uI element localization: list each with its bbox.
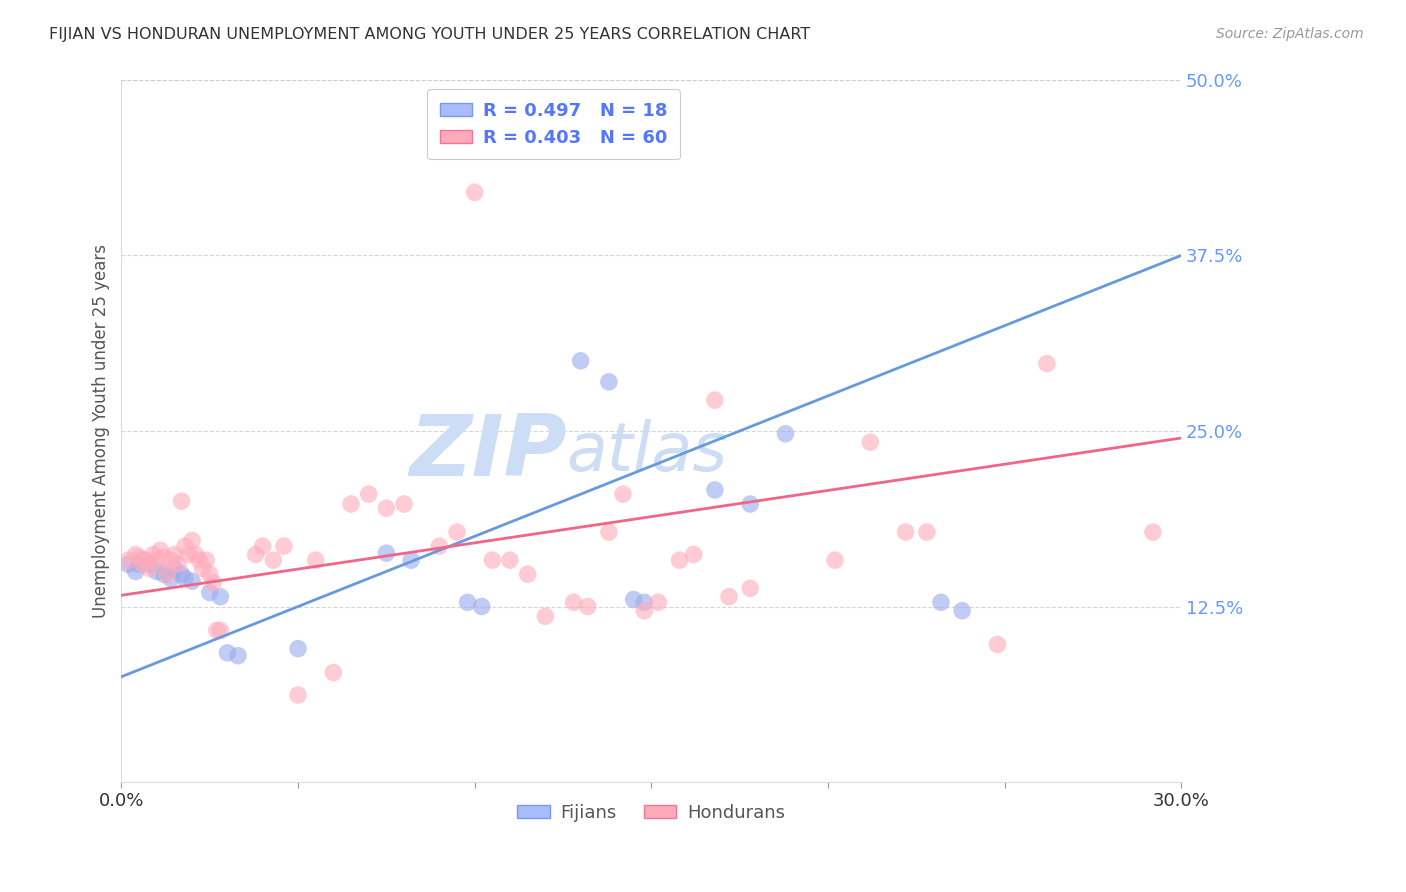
Point: [167, 558, 190, 572]
Point: [209, 590, 232, 604]
Text: Source: ZipAtlas.com: Source: ZipAtlas.com: [1216, 27, 1364, 41]
Point: [128, 550, 150, 565]
Point: [131, 558, 153, 572]
Point: [174, 539, 197, 553]
Text: atlas: atlas: [567, 419, 728, 485]
Point: [160, 571, 183, 585]
Point: [170, 494, 193, 508]
Point: [226, 648, 249, 663]
Point: [205, 624, 228, 638]
Point: [499, 553, 522, 567]
Point: [262, 553, 284, 567]
Point: [117, 558, 139, 572]
Point: [375, 501, 398, 516]
Point: [950, 604, 973, 618]
Point: [124, 565, 146, 579]
Point: [427, 539, 450, 553]
Point: [156, 567, 179, 582]
Point: [1142, 525, 1164, 540]
Point: [534, 609, 557, 624]
Text: FIJIAN VS HONDURAN UNEMPLOYMENT AMONG YOUTH UNDER 25 YEARS CORRELATION CHART: FIJIAN VS HONDURAN UNEMPLOYMENT AMONG YO…: [49, 27, 810, 42]
Point: [392, 497, 415, 511]
Point: [894, 525, 917, 540]
Point: [576, 599, 599, 614]
Point: [471, 599, 494, 614]
Point: [252, 539, 274, 553]
Point: [163, 561, 186, 575]
Point: [217, 646, 239, 660]
Point: [740, 581, 762, 595]
Point: [124, 548, 146, 562]
Point: [305, 553, 328, 567]
Point: [775, 426, 797, 441]
Point: [633, 595, 655, 609]
Point: [174, 571, 197, 585]
Point: [633, 604, 655, 618]
Point: [703, 393, 725, 408]
Point: [399, 553, 422, 567]
Point: [195, 553, 218, 567]
Point: [668, 553, 690, 567]
Point: [569, 353, 592, 368]
Point: [170, 567, 193, 582]
Point: [612, 487, 634, 501]
Point: [153, 550, 176, 565]
Point: [464, 186, 486, 200]
Point: [145, 553, 167, 567]
Point: [986, 637, 1008, 651]
Point: [516, 567, 538, 582]
Point: [198, 585, 221, 599]
Point: [135, 553, 157, 567]
Point: [198, 567, 221, 582]
Point: [717, 590, 740, 604]
Point: [209, 624, 232, 638]
Point: [598, 375, 620, 389]
Point: [322, 665, 344, 680]
Point: [142, 548, 165, 562]
Point: [647, 595, 669, 609]
Point: [340, 497, 363, 511]
Point: [287, 688, 309, 702]
Point: [915, 525, 938, 540]
Point: [163, 548, 186, 562]
Point: [128, 558, 150, 572]
Point: [188, 553, 211, 567]
Point: [682, 548, 704, 562]
Point: [177, 548, 200, 562]
Point: [481, 553, 503, 567]
Point: [160, 553, 183, 567]
Point: [181, 574, 204, 589]
Point: [245, 548, 267, 562]
Point: [287, 641, 309, 656]
Point: [357, 487, 380, 501]
Point: [149, 543, 172, 558]
Point: [929, 595, 952, 609]
Text: ZIP: ZIP: [409, 410, 567, 493]
Point: [184, 548, 207, 562]
Point: [131, 553, 153, 567]
Point: [623, 592, 645, 607]
Point: [598, 525, 620, 540]
Legend: Fijians, Hondurans: Fijians, Hondurans: [510, 797, 793, 830]
Point: [703, 483, 725, 497]
Point: [202, 575, 225, 590]
Point: [740, 497, 762, 511]
Point: [117, 553, 139, 567]
Point: [191, 561, 214, 575]
Point: [859, 435, 882, 450]
Point: [824, 553, 846, 567]
Point: [138, 558, 160, 572]
Point: [273, 539, 295, 553]
Point: [375, 546, 398, 560]
Point: [181, 533, 204, 548]
Point: [562, 595, 585, 609]
Point: [457, 595, 479, 609]
Point: [446, 525, 468, 540]
Point: [138, 561, 160, 575]
Point: [1036, 357, 1059, 371]
Y-axis label: Unemployment Among Youth under 25 years: Unemployment Among Youth under 25 years: [93, 244, 110, 618]
Point: [153, 567, 176, 582]
Point: [145, 565, 167, 579]
